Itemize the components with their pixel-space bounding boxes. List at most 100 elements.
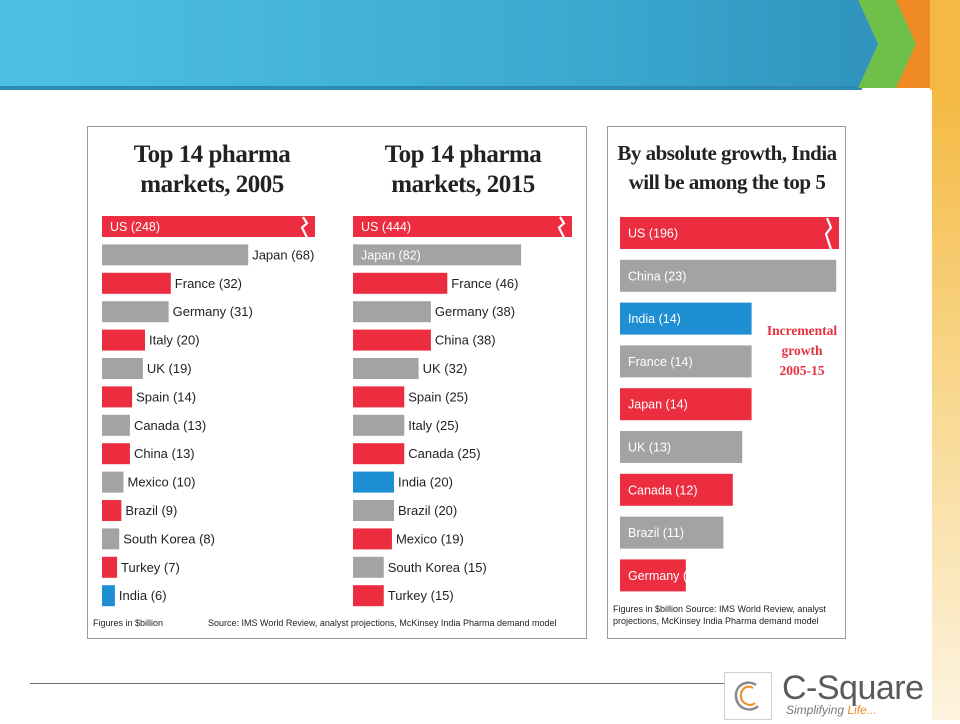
bar-brazil <box>102 500 122 521</box>
bar-label-mexico: Mexico (19) <box>396 531 464 546</box>
annotation-line-1: Incremental <box>767 323 837 338</box>
chart-title-2005-line-1: Top 14 pharma <box>134 141 292 168</box>
bar-label-canada: Canada (25) <box>408 446 480 461</box>
chart-panel-growth: By absolute growth, India will be among t… <box>607 126 846 639</box>
annotation-line-2: growth <box>781 343 822 358</box>
annotation-line-3: 2005-15 <box>780 363 825 378</box>
bar-canada <box>353 443 405 465</box>
axis-break-icon <box>557 216 566 239</box>
bar-germany <box>102 301 169 323</box>
bar-label-south-korea: South Korea (8) <box>123 531 215 546</box>
bar-label-japan: Japan (14) <box>628 398 688 412</box>
logo-tagline: Simplifying Life... <box>786 703 877 717</box>
bar-south-korea <box>353 556 384 578</box>
bar-spain <box>353 386 405 408</box>
bar-france <box>353 272 448 294</box>
bar-label-india: India (6) <box>119 588 167 603</box>
chart-title-growth-line-2: will be among the top 5 <box>629 170 826 194</box>
bar-label-brazil: Brazil (9) <box>125 503 177 518</box>
bar-india <box>620 302 752 335</box>
bar-us <box>620 217 839 249</box>
chart-title-growth-line-1: By absolute growth, India <box>617 141 837 165</box>
bar-label-germany: Germany (31) <box>173 304 253 319</box>
bar-label-china: China (13) <box>134 446 195 461</box>
bar-label-china: China (23) <box>628 269 686 283</box>
bar-label-japan: Japan (82) <box>361 248 421 262</box>
chart-title-2015-line-1: Top 14 pharma <box>385 141 543 168</box>
bar-label-spain: Spain (14) <box>136 389 196 404</box>
bar-china <box>353 329 431 351</box>
bar-india <box>353 471 394 493</box>
bar-mexico <box>102 471 124 493</box>
bar-label-mexico: Mexico (10) <box>128 475 196 490</box>
bar-canada <box>102 414 130 436</box>
bar-label-brazil: Brazil (20) <box>398 503 457 518</box>
source-note-line-1: Figures in $billion Source: IMS World Re… <box>613 604 826 614</box>
bar-label-us: US (444) <box>361 220 411 234</box>
bar-label-france: France (46) <box>451 276 518 291</box>
bar-label-uk: UK (19) <box>147 361 192 376</box>
bar-label-turkey: Turkey (15) <box>388 588 454 603</box>
bar-japan <box>620 388 752 421</box>
bar-china <box>620 259 837 292</box>
bar-label-india: India (20) <box>398 475 453 490</box>
bar-italy <box>353 414 405 436</box>
green-chevron-icon <box>858 0 918 88</box>
bar-label-italy: Italy (25) <box>408 418 459 433</box>
bar-label-germany: Germany (7) <box>628 569 698 583</box>
chart-title-2005-line-2: markets, 2005 <box>140 171 283 198</box>
bar-label-italy: Italy (20) <box>149 333 200 348</box>
chart-title-2015-line-2: markets, 2015 <box>391 171 534 198</box>
bar-brazil <box>353 500 394 521</box>
source-note: Source: IMS World Review, analyst projec… <box>208 618 557 628</box>
bar-label-germany: Germany (38) <box>435 304 515 319</box>
bar-brazil <box>620 516 724 549</box>
footer-divider <box>30 683 730 684</box>
bar-label-south-korea: South Korea (15) <box>388 560 487 575</box>
bar-label-uk: UK (13) <box>628 441 671 455</box>
bar-mexico <box>353 528 392 550</box>
bar-label-canada: Canada (13) <box>134 418 206 433</box>
bar-label-france: France (14) <box>628 355 693 369</box>
bar-label-india: India (14) <box>628 312 681 326</box>
bar-label-spain: Spain (25) <box>408 389 468 404</box>
bar-turkey <box>102 556 118 578</box>
bar-france <box>102 272 171 294</box>
bar-label-france: France (32) <box>175 276 242 291</box>
logo-tagline-highlight: Life... <box>847 703 877 717</box>
bar-uk <box>353 358 419 379</box>
bar-us <box>353 216 572 237</box>
side-stripe <box>932 90 960 720</box>
bar-label-japan: Japan (68) <box>252 247 314 262</box>
bar-france <box>620 345 752 378</box>
bar-south-korea <box>102 528 120 550</box>
axis-break-icon <box>824 217 833 250</box>
source-note-line-2: projections, McKinsey India Pharma deman… <box>613 616 819 626</box>
bar-germany <box>620 559 686 592</box>
bar-label-us: US (248) <box>110 220 160 234</box>
bar-uk <box>620 431 743 463</box>
bar-china <box>102 443 130 465</box>
bar-label-china: China (38) <box>435 333 496 348</box>
c-swirl-icon <box>724 672 772 720</box>
bar-germany <box>353 301 431 323</box>
bar-label-us: US (196) <box>628 227 678 241</box>
bar-label-canada: Canada (12) <box>628 483 698 497</box>
bar-japan <box>353 244 522 266</box>
axis-break-icon <box>300 216 309 239</box>
bar-uk <box>102 358 143 379</box>
chart-panel-top14: Top 14 pharma markets, 2005 Top 14 pharma m… <box>87 126 587 639</box>
bar-italy <box>102 329 145 351</box>
bar-label-turkey: Turkey (7) <box>121 560 180 575</box>
bar-turkey <box>353 585 384 607</box>
header-banner <box>0 0 960 90</box>
bar-canada <box>620 473 733 506</box>
bar-us <box>102 216 315 237</box>
bar-india <box>102 585 115 607</box>
bar-label-brazil: Brazil (11) <box>628 526 684 540</box>
logo-name: C-Square <box>782 669 924 707</box>
logo-tagline-prefix: Simplifying <box>786 703 848 717</box>
bar-spain <box>102 386 133 408</box>
bar-japan <box>102 244 249 266</box>
bar-label-uk: UK (32) <box>423 361 468 376</box>
